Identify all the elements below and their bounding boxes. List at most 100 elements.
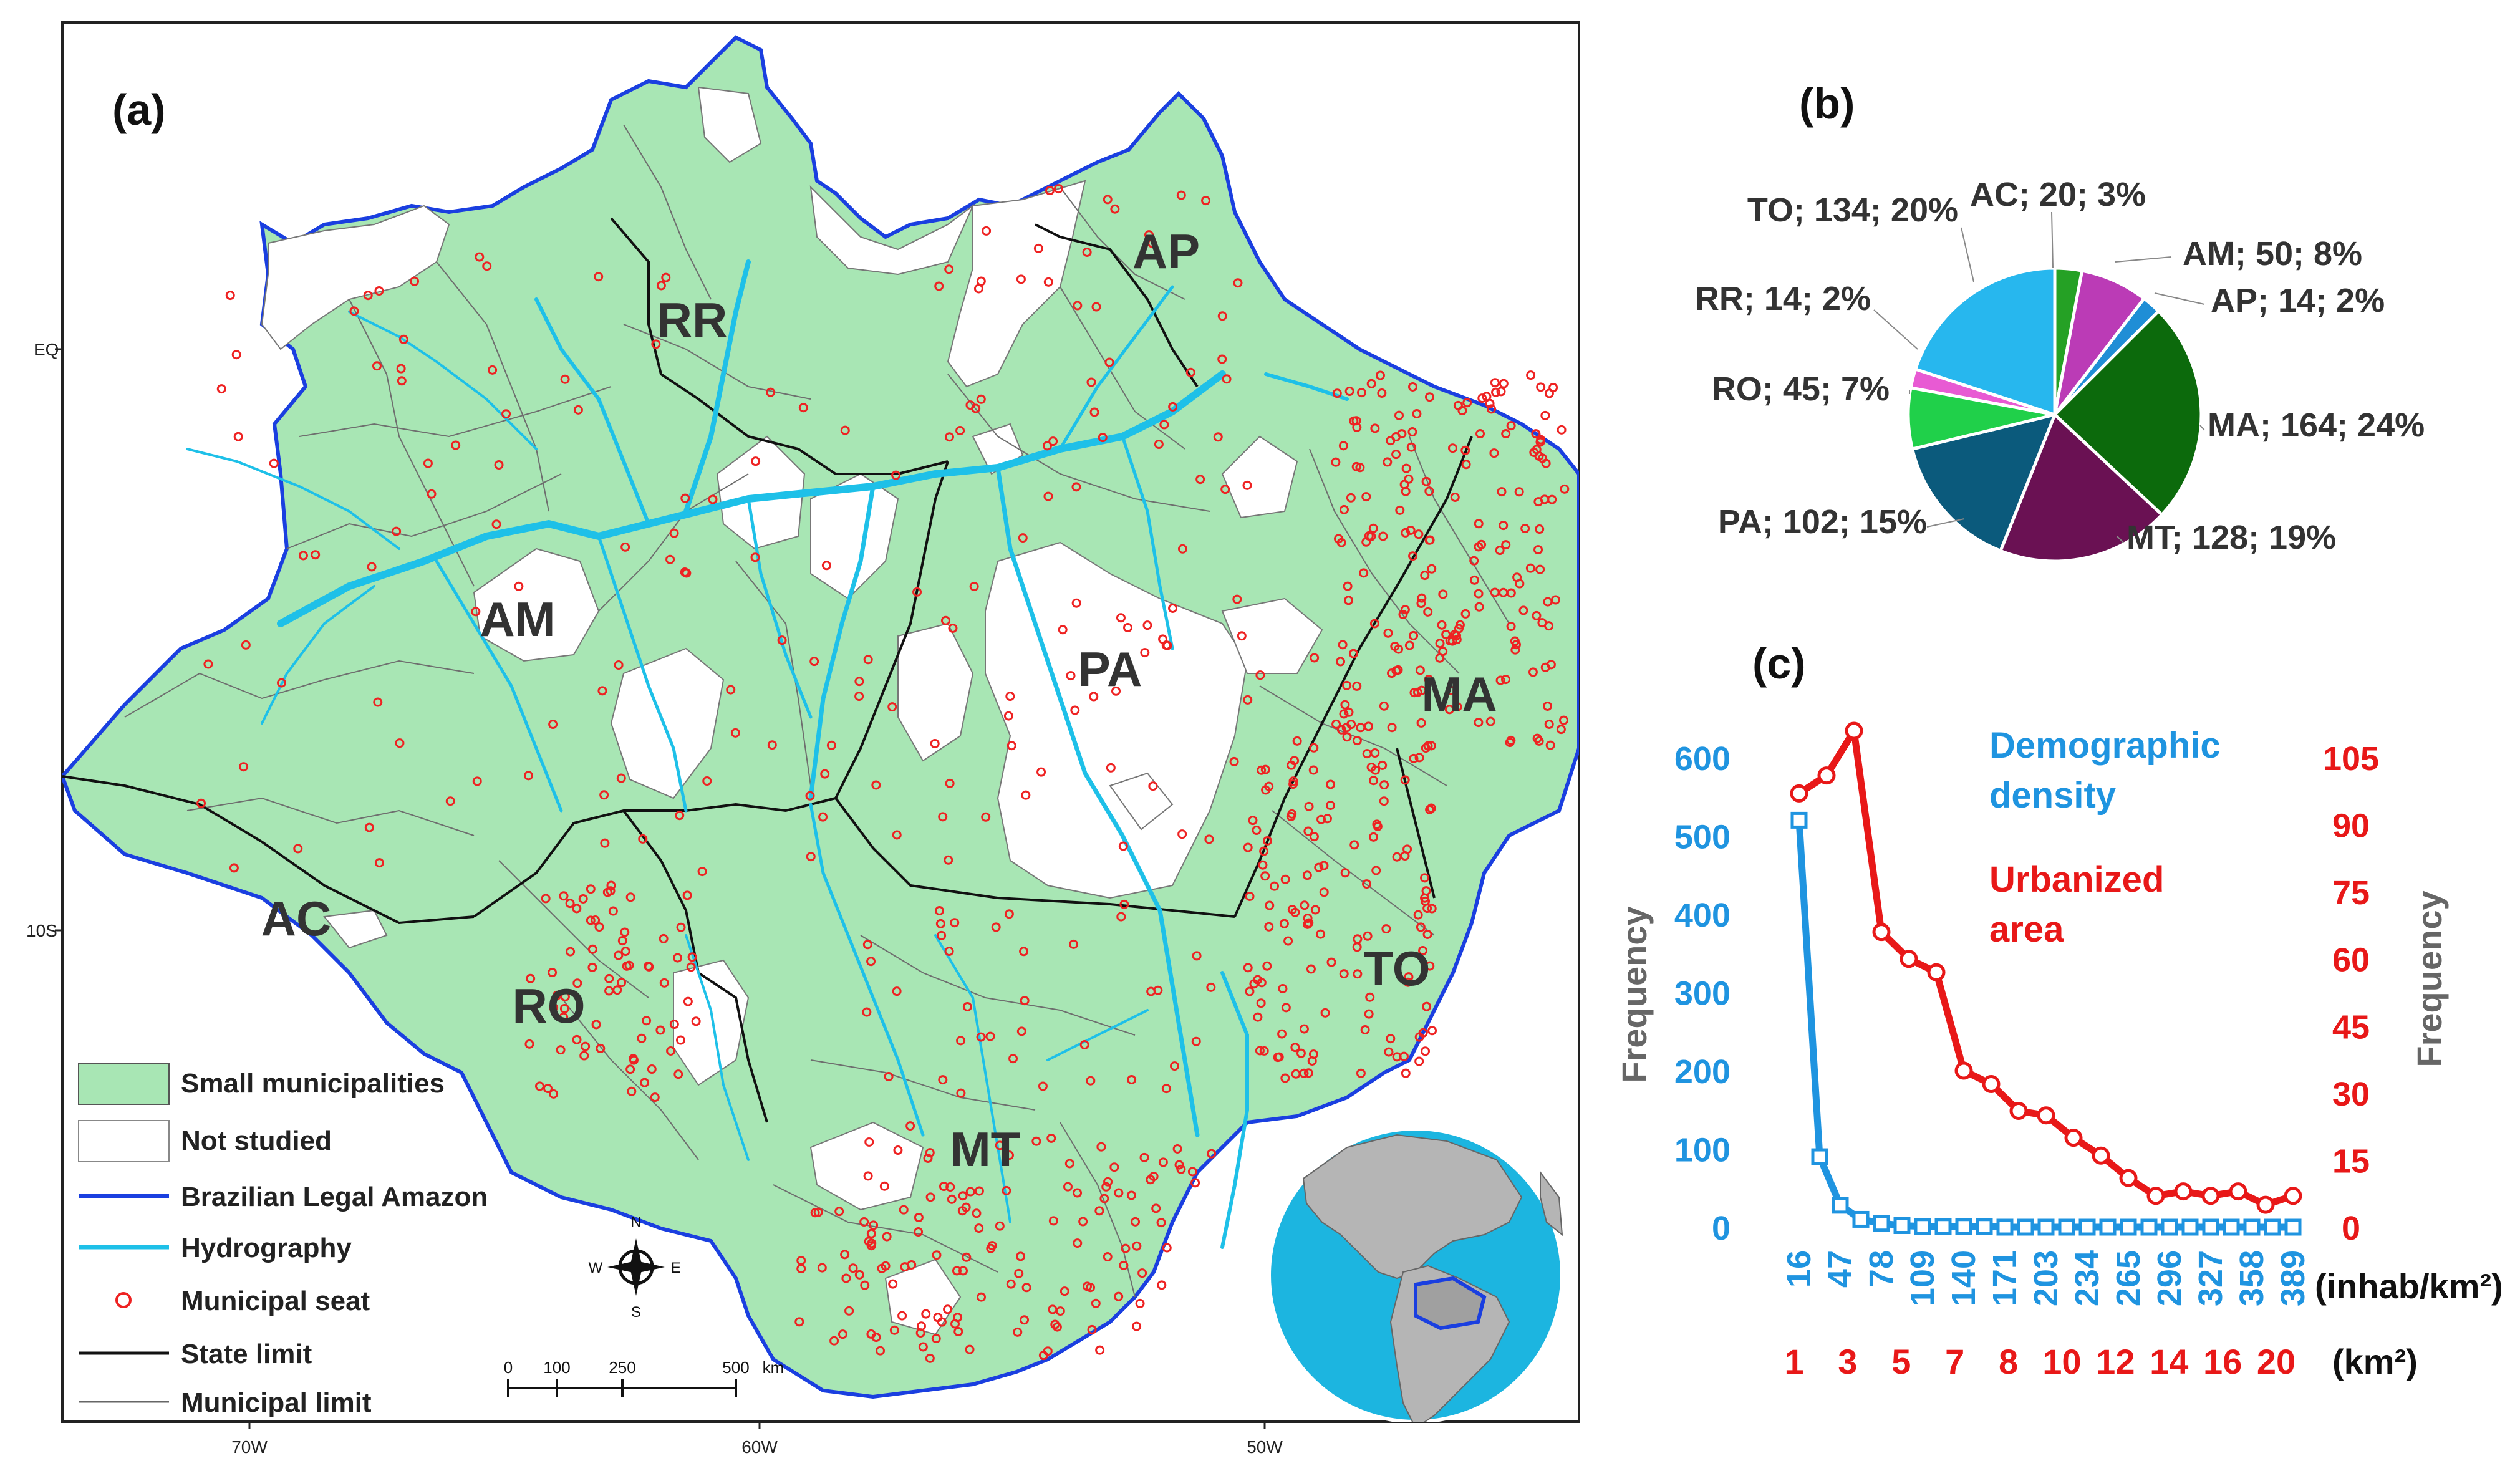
municipal-seat (1360, 1025, 1370, 1035)
demographic-density-point (2284, 1218, 2302, 1236)
pie-label-ac: AC; 20; 3% (1970, 176, 2146, 213)
pie-label-am: AM; 50; 8% (2183, 235, 2362, 272)
municipal-seat (1310, 653, 1320, 663)
municipal-seat (1362, 879, 1372, 889)
municipal-seat (1421, 1046, 1431, 1056)
municipal-seat (1054, 184, 1064, 194)
x-top-unit: (inhab/km²) (2315, 1266, 2503, 1306)
municipal-seat (1416, 922, 1426, 932)
municipal-seat (541, 894, 551, 904)
demographic-density-point (2120, 1218, 2137, 1236)
municipal-seat (1121, 1243, 1131, 1253)
legend-label-muni: Municipal limit (181, 1387, 372, 1418)
municipal-seat (640, 1078, 650, 1087)
municipal-seat (1450, 492, 1460, 502)
municipal-seat (1207, 1149, 1217, 1159)
municipal-seat (944, 855, 953, 865)
municipal-seat (767, 740, 777, 750)
municipal-seat (1099, 1194, 1109, 1203)
municipal-seat (620, 947, 630, 957)
municipal-seat (1243, 695, 1253, 705)
left-tick-300: 300 (1674, 975, 1731, 1013)
municipal-seat (1368, 523, 1378, 533)
municipal-seat (423, 458, 433, 468)
municipal-seat (962, 1001, 972, 1011)
municipal-seat (1176, 190, 1186, 200)
municipal-seat (572, 1034, 582, 1044)
pie-leader-am (2115, 256, 2172, 263)
municipal-seat (1352, 736, 1362, 746)
municipal-seat (1408, 551, 1418, 561)
municipal-seat (1394, 644, 1404, 654)
municipal-seat (1290, 756, 1300, 766)
municipal-seat (953, 1326, 963, 1336)
municipal-seat (1441, 629, 1451, 639)
municipal-seat (1353, 969, 1363, 979)
municipal-seat (573, 405, 583, 415)
municipal-seat (1495, 675, 1505, 685)
x-bottom-tick-14: 14 (2150, 1342, 2188, 1381)
legend-line2-density: density (1989, 775, 2116, 816)
municipal-seat (1414, 529, 1424, 539)
municipal-seat (1331, 719, 1341, 729)
municipal-seat (818, 812, 828, 822)
municipal-seat (1262, 836, 1272, 846)
municipal-seat (1391, 450, 1401, 460)
municipal-seat (1290, 907, 1300, 917)
municipal-seat (915, 1328, 925, 1338)
municipal-seat (594, 922, 604, 932)
municipal-seat (395, 738, 405, 748)
municipal-seat (1098, 433, 1108, 443)
municipal-seat (1510, 636, 1520, 646)
hydrography (186, 259, 1349, 1249)
municipal-seat (1114, 1291, 1124, 1301)
municipal-seat (1557, 425, 1567, 435)
compass-s: S (631, 1304, 641, 1321)
municipal-seat (548, 720, 558, 730)
municipal-seat (1400, 605, 1410, 615)
municipal-seat (1372, 819, 1382, 829)
municipal-seat (1364, 721, 1374, 731)
municipal-seat (1427, 1026, 1437, 1036)
right-tick-60: 60 (2332, 942, 2370, 979)
municipal-seat (1306, 964, 1316, 974)
municipal-seat (647, 1064, 657, 1074)
municipal-seat (1514, 487, 1524, 497)
compass-icon: N S E W (589, 1214, 681, 1321)
state-label-ro: RO (513, 978, 586, 1033)
demographic-density-point (2161, 1218, 2178, 1236)
municipal-seat (840, 425, 850, 435)
municipal-seat (1399, 1051, 1409, 1061)
municipal-seat (1387, 668, 1397, 678)
municipal-seat (1007, 741, 1016, 751)
ac-am-limit (62, 775, 475, 925)
right-tick-30: 30 (2332, 1076, 2370, 1113)
municipal-seat (644, 962, 654, 972)
municipal-seat (893, 1145, 903, 1155)
pie-label-ap: AP; 14; 2% (2211, 282, 2385, 319)
municipal-seat (1558, 715, 1568, 725)
municipal-seat (1437, 620, 1447, 630)
x-top-tick-389: 389 (2274, 1250, 2312, 1306)
municipal-seat (914, 1212, 924, 1222)
municipal-seat (1422, 1001, 1432, 1011)
municipal-seat (1233, 278, 1243, 288)
municipal-seat (543, 1084, 553, 1094)
municipal-seat (673, 953, 683, 963)
municipal-seat (597, 686, 607, 696)
municipal-seat (1409, 753, 1419, 763)
municipal-seat (1264, 922, 1274, 932)
municipal-seat (1220, 485, 1230, 494)
state-label-ma: MA (1421, 667, 1497, 721)
municipal-seat (1033, 243, 1043, 253)
municipal-seat (488, 365, 498, 375)
municipal-seat (1415, 665, 1425, 675)
municipal-seat (1140, 648, 1150, 658)
municipal-seat (548, 968, 558, 978)
municipal-seat (374, 286, 384, 296)
municipal-seat (1119, 899, 1129, 909)
municipal-seat (1474, 718, 1484, 728)
municipal-seat (1135, 1298, 1145, 1308)
